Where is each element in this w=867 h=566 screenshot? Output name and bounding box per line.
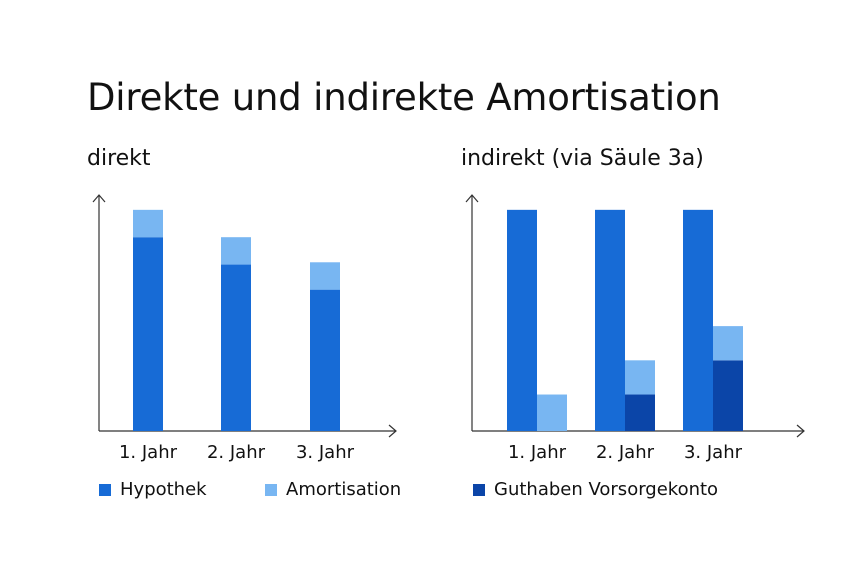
legend-item-hypothek: Hypothek [99,479,207,500]
bar-indirekt-hypothek-1 [507,209,537,431]
bar-direkt-amortisation-3 [310,262,340,290]
bar-indirekt-amortisation-3 [713,326,743,361]
bar-direkt-hypothek-3 [310,289,340,431]
legend-swatch-guthaben [473,483,485,496]
indirekt-y-axis-arrow [465,194,479,203]
legend-label-guthaben: Guthaben Vorsorgekonto [494,479,719,500]
bar-indirekt-guthaben-3 [713,360,743,431]
tick-direkt-2: 2. Jahr [207,442,266,463]
direkt-y-axis-arrow [92,194,106,203]
bar-direkt-hypothek-2 [221,264,251,431]
bar-indirekt-guthaben-2 [625,394,655,431]
chart-title: Direkte und indirekte Amortisation [87,76,721,119]
tick-direkt-1: 1. Jahr [119,442,178,463]
bar-direkt-hypothek-1 [133,237,163,431]
legend-item-amortisation: Amortisation [265,479,401,500]
bar-indirekt-hypothek-2 [595,209,625,431]
bar-direkt-amortisation-1 [133,209,163,238]
indirekt-x-axis-arrow [796,424,805,438]
subtitle-indirekt: indirekt (via Säule 3a) [461,146,704,171]
legend-item-guthaben: Guthaben Vorsorgekonto [473,479,718,500]
bar-indirekt-amortisation-1 [537,394,567,431]
legend-swatch-amortisation [265,483,277,496]
legend-label-amortisation: Amortisation [286,479,402,500]
subtitle-direkt: direkt [87,146,151,171]
tick-indirekt-3: 3. Jahr [684,442,743,463]
tick-indirekt-2: 2. Jahr [596,442,655,463]
legend-swatch-hypothek [99,483,111,496]
bar-direkt-amortisation-2 [221,237,251,265]
tick-indirekt-1: 1. Jahr [508,442,567,463]
bar-indirekt-amortisation-2 [625,360,655,395]
direkt-x-axis-arrow [388,424,397,438]
tick-direkt-3: 3. Jahr [296,442,355,463]
legend-label-hypothek: Hypothek [120,479,207,500]
bar-indirekt-hypothek-3 [683,209,713,431]
